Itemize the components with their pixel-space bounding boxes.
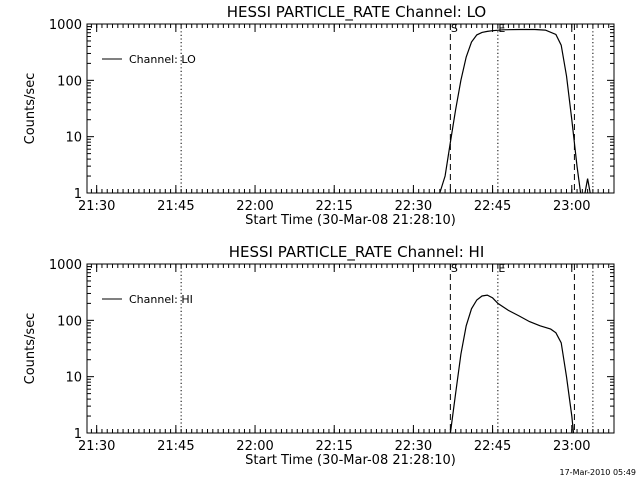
- lo-channel-panel: HESSI PARTICLE_RATE Channel: LO Counts/se…: [23, 3, 615, 228]
- x-axis-label: Start Time (30-Mar-08 21:28:10): [245, 213, 456, 228]
- x-tick-label: 22:15: [315, 439, 352, 454]
- x-tick-label: 22:30: [395, 199, 432, 214]
- chart-title: HESSI PARTICLE_RATE Channel: LO: [227, 3, 486, 22]
- y-tick-label: 10: [65, 131, 82, 146]
- plot-frame: [86, 23, 615, 194]
- generation-timestamp: 17-Mar-2010 05:49: [560, 468, 637, 477]
- y-tick-label: 1: [74, 187, 82, 202]
- hi-channel-panel: HESSI PARTICLE_RATE Channel: HI Counts/se…: [23, 243, 615, 468]
- time-marker-label: E: [498, 262, 505, 275]
- y-tick-label: 1000: [49, 18, 82, 33]
- data-series-line: [584, 178, 591, 194]
- y-tick-label: 100: [57, 314, 82, 329]
- x-tick-label: 23:00: [553, 199, 590, 214]
- x-tick-label: 21:45: [157, 199, 194, 214]
- data-series-line: [449, 294, 575, 434]
- x-tick-label: 21:30: [78, 199, 115, 214]
- x-tick-label: 21:30: [78, 439, 115, 454]
- x-tick-label: 22:00: [236, 199, 273, 214]
- x-tick-label: 22:45: [474, 439, 511, 454]
- time-marker-label: E: [498, 22, 505, 35]
- x-axis-label: Start Time (30-Mar-08 21:28:10): [245, 453, 456, 468]
- x-tick-label: 21:45: [157, 439, 194, 454]
- x-tick-label: 22:00: [236, 439, 273, 454]
- x-tick-label: 22:15: [315, 199, 352, 214]
- y-axis-label: Counts/sec: [23, 73, 38, 145]
- x-tick-label: 22:45: [474, 199, 511, 214]
- y-axis-label: Counts/sec: [23, 313, 38, 385]
- time-marker-label: S: [451, 22, 458, 35]
- chart-title: HESSI PARTICLE_RATE Channel: HI: [229, 243, 485, 262]
- plot-frame: [86, 263, 615, 434]
- y-tick-label: 10: [65, 371, 82, 386]
- y-tick-label: 100: [57, 74, 82, 89]
- y-tick-label: 1000: [49, 258, 82, 273]
- data-series-line: [439, 28, 582, 194]
- time-marker-label: S: [451, 262, 458, 275]
- y-tick-label: 1: [74, 427, 82, 442]
- legend-label: Channel: HI: [129, 293, 193, 306]
- legend-label: Channel: LO: [129, 53, 196, 66]
- x-tick-label: 22:30: [395, 439, 432, 454]
- x-tick-label: 23:00: [553, 439, 590, 454]
